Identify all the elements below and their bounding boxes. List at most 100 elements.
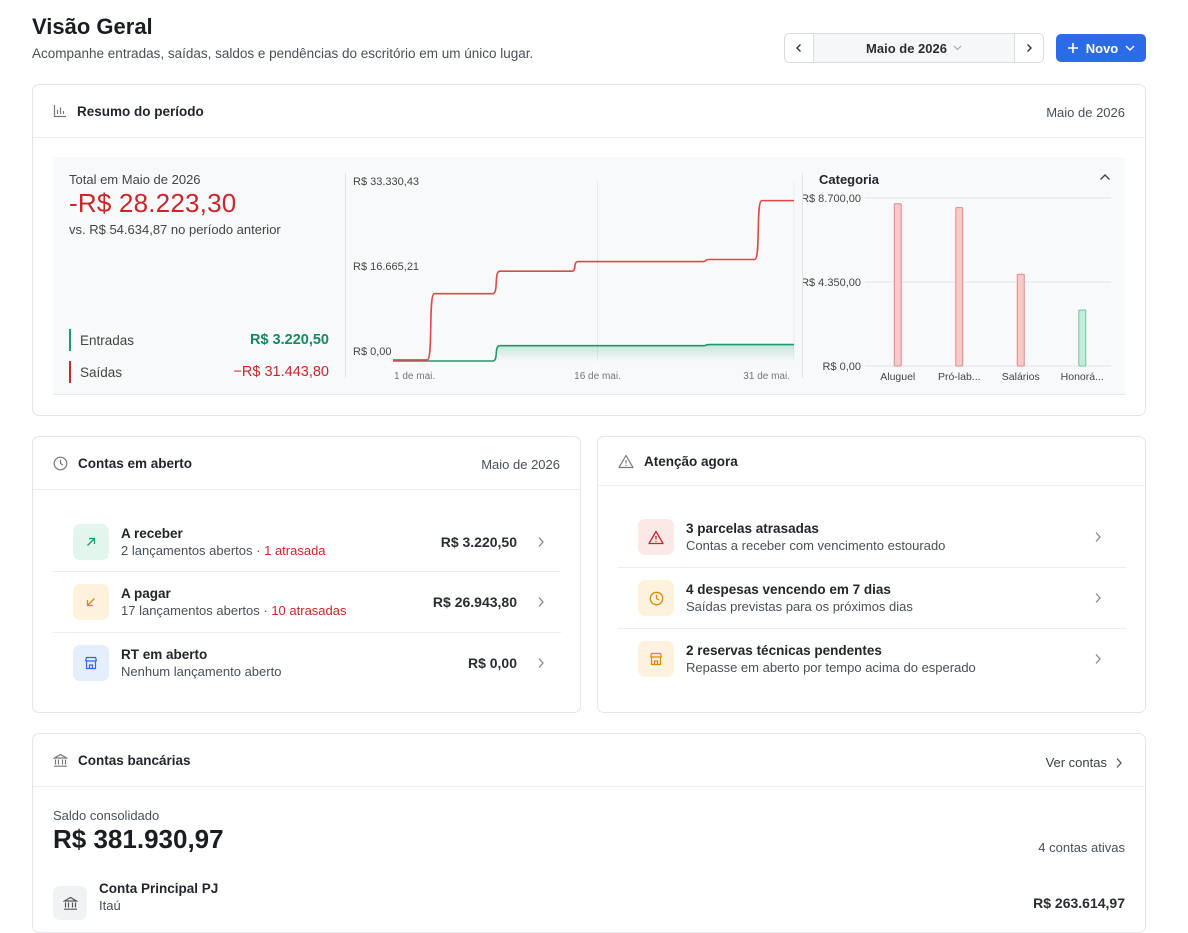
category-bar	[955, 207, 964, 367]
category-label: Honorá...	[1061, 371, 1104, 383]
y-tick-label: R$ 33.330,43	[353, 176, 419, 188]
open-accounts-period: Maio de 2026	[481, 457, 560, 472]
bank-accounts-header: Contas bancárias Ver contas	[33, 734, 1145, 787]
divider	[802, 173, 803, 378]
y-tick-label: R$ 16.665,21	[353, 261, 419, 273]
summary-body: Total em Maio de 2026 -R$ 28.223,30 vs. …	[53, 157, 1125, 395]
open-accounts-card: Contas em aberto Maio de 2026 A receber …	[32, 436, 581, 713]
bank-account-bank: Itaú	[99, 898, 121, 913]
saidas-label: Saídas	[80, 364, 123, 380]
category-title: Categoria	[819, 172, 879, 187]
collapse-chevron-icon[interactable]	[1099, 173, 1111, 181]
late-count: · 1 atrasada	[256, 543, 326, 558]
summary-card: Resumo do período Maio de 2026 Total em …	[32, 84, 1146, 416]
row-title: RT em aberto	[121, 647, 208, 662]
attention-card: Atenção agora 3 parcelas atrasadas Conta…	[597, 436, 1146, 713]
plus-icon	[1067, 43, 1078, 53]
entradas-value: R$ 3.220,50	[249, 332, 329, 348]
chevron-right-icon	[538, 658, 544, 668]
chevron-left-icon	[796, 44, 801, 52]
chevron-right-icon	[1095, 532, 1101, 542]
attention-title: Atenção agora	[644, 453, 738, 469]
period-select[interactable]: Maio de 2026	[814, 34, 1014, 62]
bank-account-row[interactable]: Conta Principal PJ Itaú R$ 263.614,97	[53, 880, 1125, 926]
row-amount: R$ 26.943,80	[432, 594, 517, 610]
new-button[interactable]: Novo	[1056, 34, 1146, 62]
chevron-right-icon	[1027, 44, 1032, 52]
previous-period-button[interactable]	[785, 34, 814, 62]
row-detail: Repasse em aberto por tempo acima do esp…	[686, 660, 976, 675]
chevron-right-icon	[538, 597, 544, 607]
category-bar-chart: R$ 8.700,00 R$ 4.350,00 R$ 0,00 Aluguel Pró-…	[803, 193, 1111, 383]
row-title: 2 reservas técnicas pendentes	[686, 643, 882, 658]
active-accounts-count: 4 contas ativas	[1038, 840, 1125, 855]
x-tick-label: 1 de mai.	[394, 371, 435, 382]
y-tick-label: R$ 0,00	[353, 346, 392, 358]
open-account-row-pagar[interactable]: A pagar 17 lançamentos abertos · 10 atra…	[53, 572, 561, 632]
total-label: Total em Maio de 2026	[69, 172, 201, 187]
clock-icon	[638, 580, 674, 616]
warning-icon	[638, 519, 674, 555]
category-bar	[893, 203, 902, 367]
attention-row-reservas[interactable]: 2 reservas técnicas pendentes Repasse em…	[618, 629, 1126, 689]
bank-account-amount: R$ 263.614,97	[1033, 895, 1125, 911]
category-bar	[1016, 273, 1025, 367]
saidas-line	[393, 199, 794, 361]
row-title: A receber	[121, 526, 183, 541]
page-subtitle: Acompanhe entradas, saídas, saldos e pen…	[32, 46, 534, 61]
divider	[618, 628, 1126, 629]
open-account-row-rt[interactable]: RT em aberto Nenhum lançamento aberto R$…	[53, 633, 561, 693]
chevron-down-icon	[953, 45, 962, 51]
summary-period: Maio de 2026	[1046, 105, 1125, 120]
attention-header: Atenção agora	[598, 437, 1145, 486]
row-detail: Saídas previstas para os próximos dias	[686, 599, 913, 614]
cumulative-line-chart: R$ 33.330,43 R$ 16.665,21 R$ 0,00 1 de mai.…	[353, 176, 795, 382]
open-account-row-receber[interactable]: A receber 2 lançamentos abertos · 1 atra…	[53, 512, 561, 572]
row-detail: Nenhum lançamento aberto	[121, 664, 282, 679]
attention-row-despesas[interactable]: 4 despesas vencendo em 7 dias Saídas pre…	[618, 568, 1126, 628]
balance-label: Saldo consolidado	[53, 808, 160, 823]
entradas-row: Entradas R$ 3.220,50	[69, 329, 329, 351]
previous-period-comparison: vs. R$ 54.634,87 no período anterior	[69, 222, 281, 237]
open-accounts-header: Contas em aberto Maio de 2026	[33, 437, 580, 490]
divider	[53, 571, 561, 572]
arrow-down-left-icon	[73, 584, 109, 620]
category-label: Pró-lab...	[938, 371, 981, 383]
chevron-right-icon	[1116, 757, 1122, 768]
chevron-right-icon	[1095, 654, 1101, 664]
period-select-label: Maio de 2026	[866, 40, 947, 56]
y-tick-label: R$ 8.700,00	[803, 193, 861, 205]
saidas-row: Saídas −R$ 31.443,80	[69, 361, 329, 383]
x-tick-label: 16 de mai.	[574, 371, 621, 382]
row-detail: Contas a receber com vencimento estourad…	[686, 538, 946, 553]
category-label: Aluguel	[880, 371, 915, 383]
store-icon	[73, 645, 109, 681]
see-accounts-label: Ver contas	[1045, 755, 1107, 770]
late-count: · 10 atrasadas	[263, 603, 347, 618]
row-title: 3 parcelas atrasadas	[686, 521, 819, 536]
next-period-button[interactable]	[1014, 34, 1043, 62]
category-label: Salários	[1002, 371, 1040, 383]
store-icon	[638, 641, 674, 677]
bank-account-name: Conta Principal PJ	[99, 881, 219, 896]
row-amount: R$ 3.220,50	[440, 534, 517, 550]
x-tick-label: 31 de mai.	[743, 371, 790, 382]
row-detail: 17 lançamentos abertos	[121, 603, 260, 618]
summary-card-header: Resumo do período Maio de 2026	[33, 85, 1145, 138]
balance-value: R$ 381.930,97	[53, 824, 224, 854]
divider	[345, 173, 346, 378]
row-amount: R$ 0,00	[467, 655, 517, 671]
row-title: 4 despesas vencendo em 7 dias	[686, 582, 891, 597]
row-title: A pagar	[121, 586, 171, 601]
chevron-right-icon	[1095, 593, 1101, 603]
saidas-value: −R$ 31.443,80	[233, 364, 329, 380]
attention-row-parcelas[interactable]: 3 parcelas atrasadas Contas a receber co…	[618, 507, 1126, 567]
summary-title: Resumo do período	[77, 103, 204, 119]
see-accounts-link[interactable]: Ver contas	[1046, 755, 1123, 770]
page-title: Visão Geral	[32, 14, 153, 39]
chevron-right-icon	[538, 537, 544, 547]
category-bar	[1078, 309, 1087, 367]
bank-accounts-title: Contas bancárias	[78, 752, 191, 768]
clock-icon	[53, 456, 68, 470]
total-value: -R$ 28.223,30	[69, 188, 237, 218]
